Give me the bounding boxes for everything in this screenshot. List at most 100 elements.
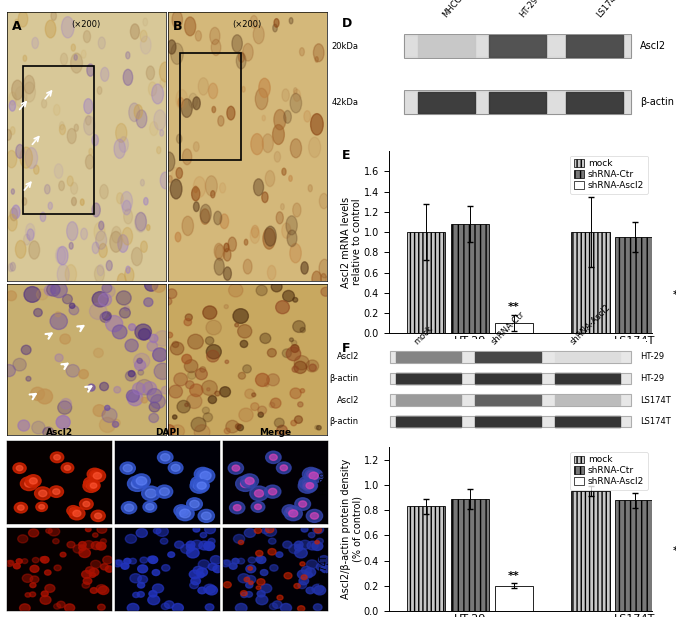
Circle shape [80,228,87,239]
Circle shape [128,324,136,331]
Circle shape [197,470,208,478]
Circle shape [40,557,46,561]
Circle shape [160,172,170,189]
Circle shape [128,371,135,377]
Circle shape [256,285,267,296]
Circle shape [187,541,195,548]
Circle shape [101,67,109,81]
Circle shape [305,572,312,578]
Circle shape [171,43,183,64]
Circle shape [92,203,100,217]
Circle shape [301,262,308,274]
Circle shape [306,510,322,523]
Circle shape [139,329,151,340]
Circle shape [177,507,186,514]
Circle shape [91,560,101,568]
Circle shape [316,426,321,430]
Circle shape [99,417,116,433]
Circle shape [85,527,91,532]
Circle shape [27,229,34,241]
Circle shape [126,390,139,402]
Circle shape [34,487,51,500]
Circle shape [62,294,72,304]
Circle shape [236,476,255,491]
Circle shape [265,170,274,186]
Circle shape [124,558,131,564]
Circle shape [256,373,269,386]
Text: 20kDa: 20kDa [332,41,359,51]
Circle shape [176,89,188,109]
Circle shape [314,604,322,611]
Circle shape [147,389,162,403]
Circle shape [182,354,192,363]
Circle shape [61,463,74,473]
Circle shape [172,603,183,612]
Circle shape [148,556,158,563]
Circle shape [137,110,147,128]
Circle shape [83,578,92,584]
Circle shape [289,544,300,553]
Circle shape [293,297,297,302]
Circle shape [297,402,303,407]
Circle shape [268,549,276,555]
Circle shape [30,576,39,583]
Circle shape [114,386,121,393]
Circle shape [105,405,110,410]
Circle shape [212,107,216,113]
Text: **: ** [508,571,520,581]
Circle shape [85,155,94,169]
Circle shape [131,247,142,266]
Circle shape [260,569,268,576]
Circle shape [39,505,45,509]
Circle shape [87,481,100,491]
Circle shape [24,286,41,302]
Circle shape [200,366,206,372]
Text: MHCC-97L: MHCC-97L [441,0,476,20]
Circle shape [153,348,167,362]
Circle shape [206,604,214,611]
Circle shape [168,176,172,183]
Circle shape [85,115,91,125]
Circle shape [55,247,66,264]
Circle shape [67,128,76,144]
Circle shape [92,135,99,146]
Circle shape [136,528,147,537]
Circle shape [187,548,199,558]
Circle shape [135,360,145,371]
Circle shape [266,451,281,463]
Circle shape [314,44,324,62]
Circle shape [32,421,45,434]
Circle shape [134,105,143,118]
Circle shape [305,568,316,576]
Circle shape [271,281,282,292]
Text: (×400): (×400) [72,447,101,456]
Circle shape [45,584,55,592]
Circle shape [202,407,210,414]
Circle shape [237,424,243,431]
Circle shape [16,559,22,563]
Circle shape [262,528,269,534]
Circle shape [232,465,240,471]
Circle shape [157,147,161,154]
Circle shape [127,603,139,613]
Circle shape [291,420,297,426]
Circle shape [309,364,316,371]
Circle shape [169,385,183,398]
Circle shape [43,427,54,437]
Circle shape [262,192,268,202]
Circle shape [60,53,68,65]
Bar [495,323,533,333]
Circle shape [244,578,249,582]
Circle shape [255,504,262,510]
Circle shape [189,93,197,108]
Circle shape [137,582,145,588]
Circle shape [96,231,107,249]
Circle shape [162,603,170,610]
Circle shape [114,560,122,567]
Bar [571,232,610,333]
Circle shape [243,43,253,61]
Circle shape [218,116,224,126]
Circle shape [91,542,101,550]
Circle shape [125,339,138,352]
Circle shape [18,420,30,431]
